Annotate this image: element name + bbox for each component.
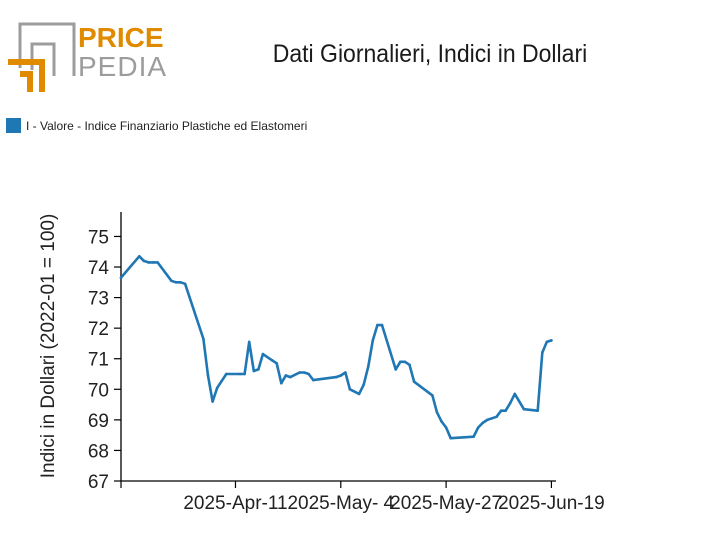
data-point [440, 420, 443, 423]
data-point [431, 394, 434, 397]
data-point [545, 340, 549, 344]
data-point [339, 374, 343, 377]
logo-corner-outer [8, 59, 45, 92]
data-point [156, 261, 159, 264]
data-point [270, 359, 274, 362]
data-point [225, 372, 228, 376]
logo-word-price: PRICE [78, 22, 164, 53]
data-point [302, 371, 306, 374]
data-point [357, 392, 361, 396]
legend-swatch [6, 118, 21, 133]
legend[interactable]: I - Valore - Indice Finanziario Plastich… [6, 118, 307, 133]
data-point [550, 339, 553, 342]
data-point [142, 259, 146, 263]
logo-word-pedia: PEDIA [78, 51, 166, 82]
data-point [280, 381, 283, 385]
y-tick-label: 70 [88, 380, 109, 401]
data-point [307, 372, 311, 376]
x-tick-label: 2025-Jun-19 [498, 493, 605, 514]
data-point [490, 417, 494, 420]
x-tick-label: 2025-May- 4 [287, 493, 394, 514]
data-point [541, 351, 544, 354]
data-point [367, 365, 370, 368]
data-point [183, 282, 187, 286]
data-point [348, 388, 352, 391]
data-point [371, 339, 375, 342]
y-tick-label: 71 [88, 350, 109, 371]
data-point [495, 415, 498, 419]
data-point [151, 261, 155, 264]
y-tick-label: 73 [88, 289, 109, 310]
y-tick-label: 67 [88, 472, 109, 493]
data-point [275, 362, 279, 365]
y-tick-label: 68 [88, 441, 109, 462]
pricepedia-logo-graphic: PRICE PEDIA [8, 22, 166, 92]
data-point [444, 426, 448, 429]
data-point [179, 281, 182, 284]
data-point [394, 368, 398, 371]
logo-frame-inner [30, 42, 56, 76]
y-tick-label: 74 [88, 258, 110, 279]
chart-title: Dati Giornalieri, Indici in Dollari [272, 40, 588, 68]
data-point [170, 279, 173, 283]
y-tick-label: 69 [88, 411, 109, 432]
data-point [238, 372, 242, 376]
data-point [202, 337, 205, 341]
data-point [399, 360, 402, 364]
data-point [499, 409, 503, 413]
data-point [449, 436, 453, 440]
data-point [119, 276, 123, 280]
data-point [536, 409, 539, 413]
data-point [380, 323, 384, 327]
data-point [408, 363, 411, 367]
data-point [243, 372, 246, 376]
data-point [362, 383, 366, 387]
data-point [174, 281, 178, 284]
data-point [412, 380, 416, 384]
y-axis: 67 68 69 70 71 72 73 74 75 [88, 212, 122, 493]
logo-frame [18, 22, 76, 76]
logo-corner-inner [20, 71, 33, 92]
data-point [403, 360, 407, 364]
data-point [472, 435, 475, 439]
data-point [476, 426, 480, 429]
data-point [513, 392, 517, 396]
data-point [376, 323, 379, 327]
data-point [206, 374, 210, 377]
data-point [312, 378, 315, 382]
legend-label: I - Valore - Indice Finanziario Plastich… [26, 118, 308, 133]
data-point [247, 340, 251, 344]
data-point [284, 374, 288, 377]
logo-mark [8, 22, 76, 92]
y-axis-label: Indici in Dollari (2022-01 = 100) [38, 214, 59, 479]
y-tick-label: 75 [88, 227, 109, 248]
data-point [138, 254, 141, 258]
data-point [147, 261, 150, 264]
data-point [289, 375, 292, 379]
data-point [435, 410, 439, 414]
data-point [298, 371, 301, 374]
x-tick-label: 2025-May-27 [390, 493, 502, 514]
data-point [261, 352, 265, 356]
data-point [508, 401, 512, 405]
y-tick-label: 72 [88, 319, 109, 340]
series-layer [119, 254, 553, 440]
pricepedia-logo: PRICE PEDIA [6, 20, 166, 96]
data-point [522, 407, 526, 411]
data-point [211, 400, 214, 403]
data-point [481, 421, 485, 425]
data-point [344, 371, 347, 374]
data-point [215, 386, 219, 390]
data-point [334, 375, 338, 379]
data-point [252, 369, 256, 373]
x-axis: 2025-Apr-11 2025-May- 42025-May-272025-Ju… [120, 480, 605, 514]
data-point [504, 409, 507, 413]
x-tick-label: 2025-Apr-11 [183, 493, 287, 514]
data-point [257, 368, 260, 371]
data-point [486, 418, 489, 422]
